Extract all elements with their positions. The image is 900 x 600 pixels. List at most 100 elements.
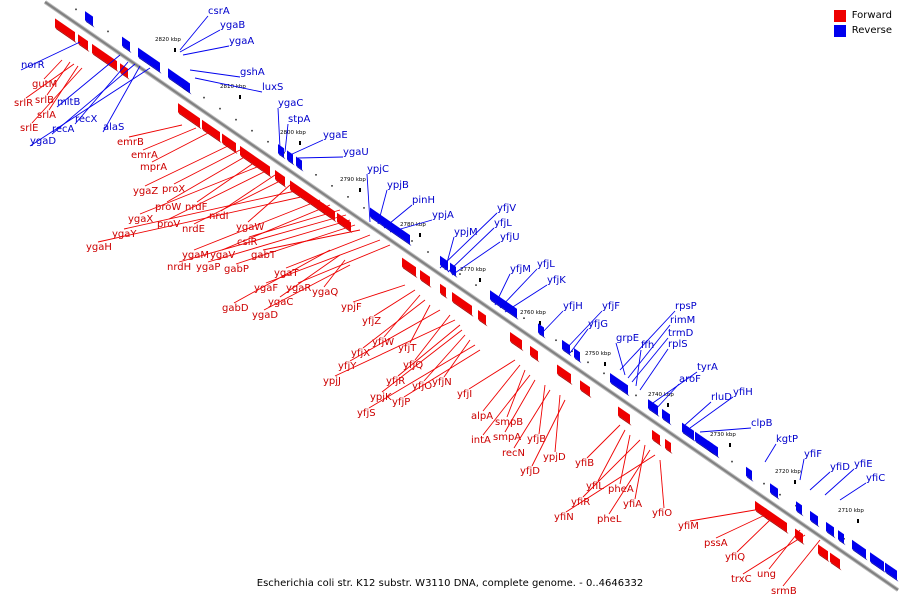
forward-leader [193, 199, 321, 251]
forward-gene [240, 145, 262, 171]
forward-gene-label: recN [502, 448, 525, 459]
reverse-gene-label: kgtP [776, 434, 798, 445]
reverse-gene-label: yfiH [733, 387, 753, 398]
reverse-leader [654, 383, 680, 411]
forward-leader [414, 314, 451, 361]
forward-leader [168, 169, 269, 220]
reverse-gene-label: recA [52, 124, 75, 135]
reverse-gene-label: alaS [103, 122, 124, 133]
forward-leader [97, 194, 311, 243]
reverse-gene-label: gshA [240, 67, 265, 78]
reverse-gene [885, 562, 897, 580]
forward-leader [468, 359, 516, 390]
reverse-gene-shade [648, 408, 660, 418]
forward-gene-label: yfjI [457, 389, 472, 400]
reverse-gene-shade [440, 264, 450, 273]
forward-gene-label: srlA [37, 110, 56, 121]
reverse-leader [297, 156, 344, 159]
forward-gene-label: yfiQ [725, 552, 745, 563]
forward-gene [420, 269, 430, 286]
forward-gene [795, 528, 803, 544]
forward-gene-shade [452, 301, 474, 317]
reverse-gene-label: yfiF [804, 449, 822, 460]
reverse-leader [439, 212, 498, 269]
forward-leader [634, 444, 646, 500]
reverse-leader [539, 310, 564, 336]
minor-tick [75, 8, 77, 11]
reverse-gene-label: tyrA [697, 362, 718, 373]
reverse-leader [182, 45, 230, 56]
forward-leader [608, 449, 651, 515]
reverse-gene [562, 339, 570, 355]
major-tick [857, 519, 859, 523]
forward-gene-label: nrdH [167, 262, 191, 273]
backbone-line [44, 1, 899, 591]
reverse-leader [20, 41, 81, 71]
reverse-gene-label: ypjB [387, 180, 409, 191]
minor-tick [763, 482, 765, 485]
forward-gene-label: yfiN [554, 512, 574, 523]
forward-leader [196, 159, 259, 203]
forward-leader [373, 289, 416, 317]
reverse-gene-shade [278, 153, 286, 160]
forward-leader [297, 244, 391, 284]
legend-forward-label: Forward [851, 10, 892, 21]
minor-tick [731, 460, 733, 463]
reverse-leader [569, 328, 589, 354]
forward-gene-label: srlB [35, 95, 54, 106]
forward-leader [689, 509, 756, 522]
forward-leader [265, 239, 381, 284]
forward-gene-shade [830, 561, 842, 571]
reverse-gene-shade [380, 223, 412, 247]
forward-gene-label: srlE [20, 123, 38, 134]
forward-gene-label: yfiA [623, 499, 642, 510]
reverse-gene-label: ypjM [454, 227, 478, 238]
reverse-leader [366, 173, 371, 223]
forward-gene-label: yfjP [392, 397, 410, 408]
reverse-gene-label: csrA [208, 6, 230, 17]
forward-leader [151, 131, 211, 163]
forward-gene [580, 380, 590, 397]
forward-gene-shade [420, 278, 432, 288]
forward-leader [768, 529, 801, 570]
forward-leader [262, 229, 361, 251]
forward-leader [659, 459, 665, 509]
minor-tick [331, 185, 333, 187]
forward-gene-label: ypjK [370, 392, 392, 403]
forward-gene-label: srlR [14, 98, 33, 109]
forward-gene-label: nrdI [209, 211, 229, 222]
forward-gene-shade [402, 266, 418, 279]
forward-gene-shade [478, 318, 488, 327]
forward-leader [248, 209, 341, 238]
forward-gene-shade [178, 112, 202, 130]
forward-leader [742, 534, 806, 575]
reverse-gene-shade [296, 165, 304, 172]
forward-gene-label: alpA [471, 411, 493, 422]
minor-tick [571, 350, 573, 353]
forward-gene-shade [755, 509, 769, 521]
forward-gene-label: trxC [731, 574, 752, 585]
reverse-gene-label: mltB [57, 97, 80, 108]
forward-gene-label: smpA [493, 432, 521, 443]
forward-leader [178, 214, 347, 263]
reverse-gene-label: ygaB [220, 20, 245, 31]
reverse-leader [639, 348, 669, 391]
forward-gene [665, 438, 671, 453]
minor-tick [603, 372, 605, 375]
reverse-gene-label: aroF [679, 374, 701, 385]
reverse-gene [620, 379, 628, 395]
reverse-leader [451, 241, 501, 276]
reverse-gene [138, 47, 160, 72]
forward-leader [715, 514, 766, 539]
reverse-gene-label: yfjV [497, 203, 516, 214]
reverse-gene [296, 156, 302, 170]
reverse-leader [389, 219, 433, 233]
reverse-gene-shade [810, 519, 820, 528]
forward-gene-label: srmB [771, 586, 797, 597]
forward-gene [652, 429, 660, 445]
reverse-gene-label: yfiC [866, 473, 885, 484]
major-tick [667, 403, 669, 407]
reverse-gene-label: ygaD [30, 136, 56, 147]
minor-tick [427, 251, 429, 253]
reverse-swatch [833, 24, 846, 37]
